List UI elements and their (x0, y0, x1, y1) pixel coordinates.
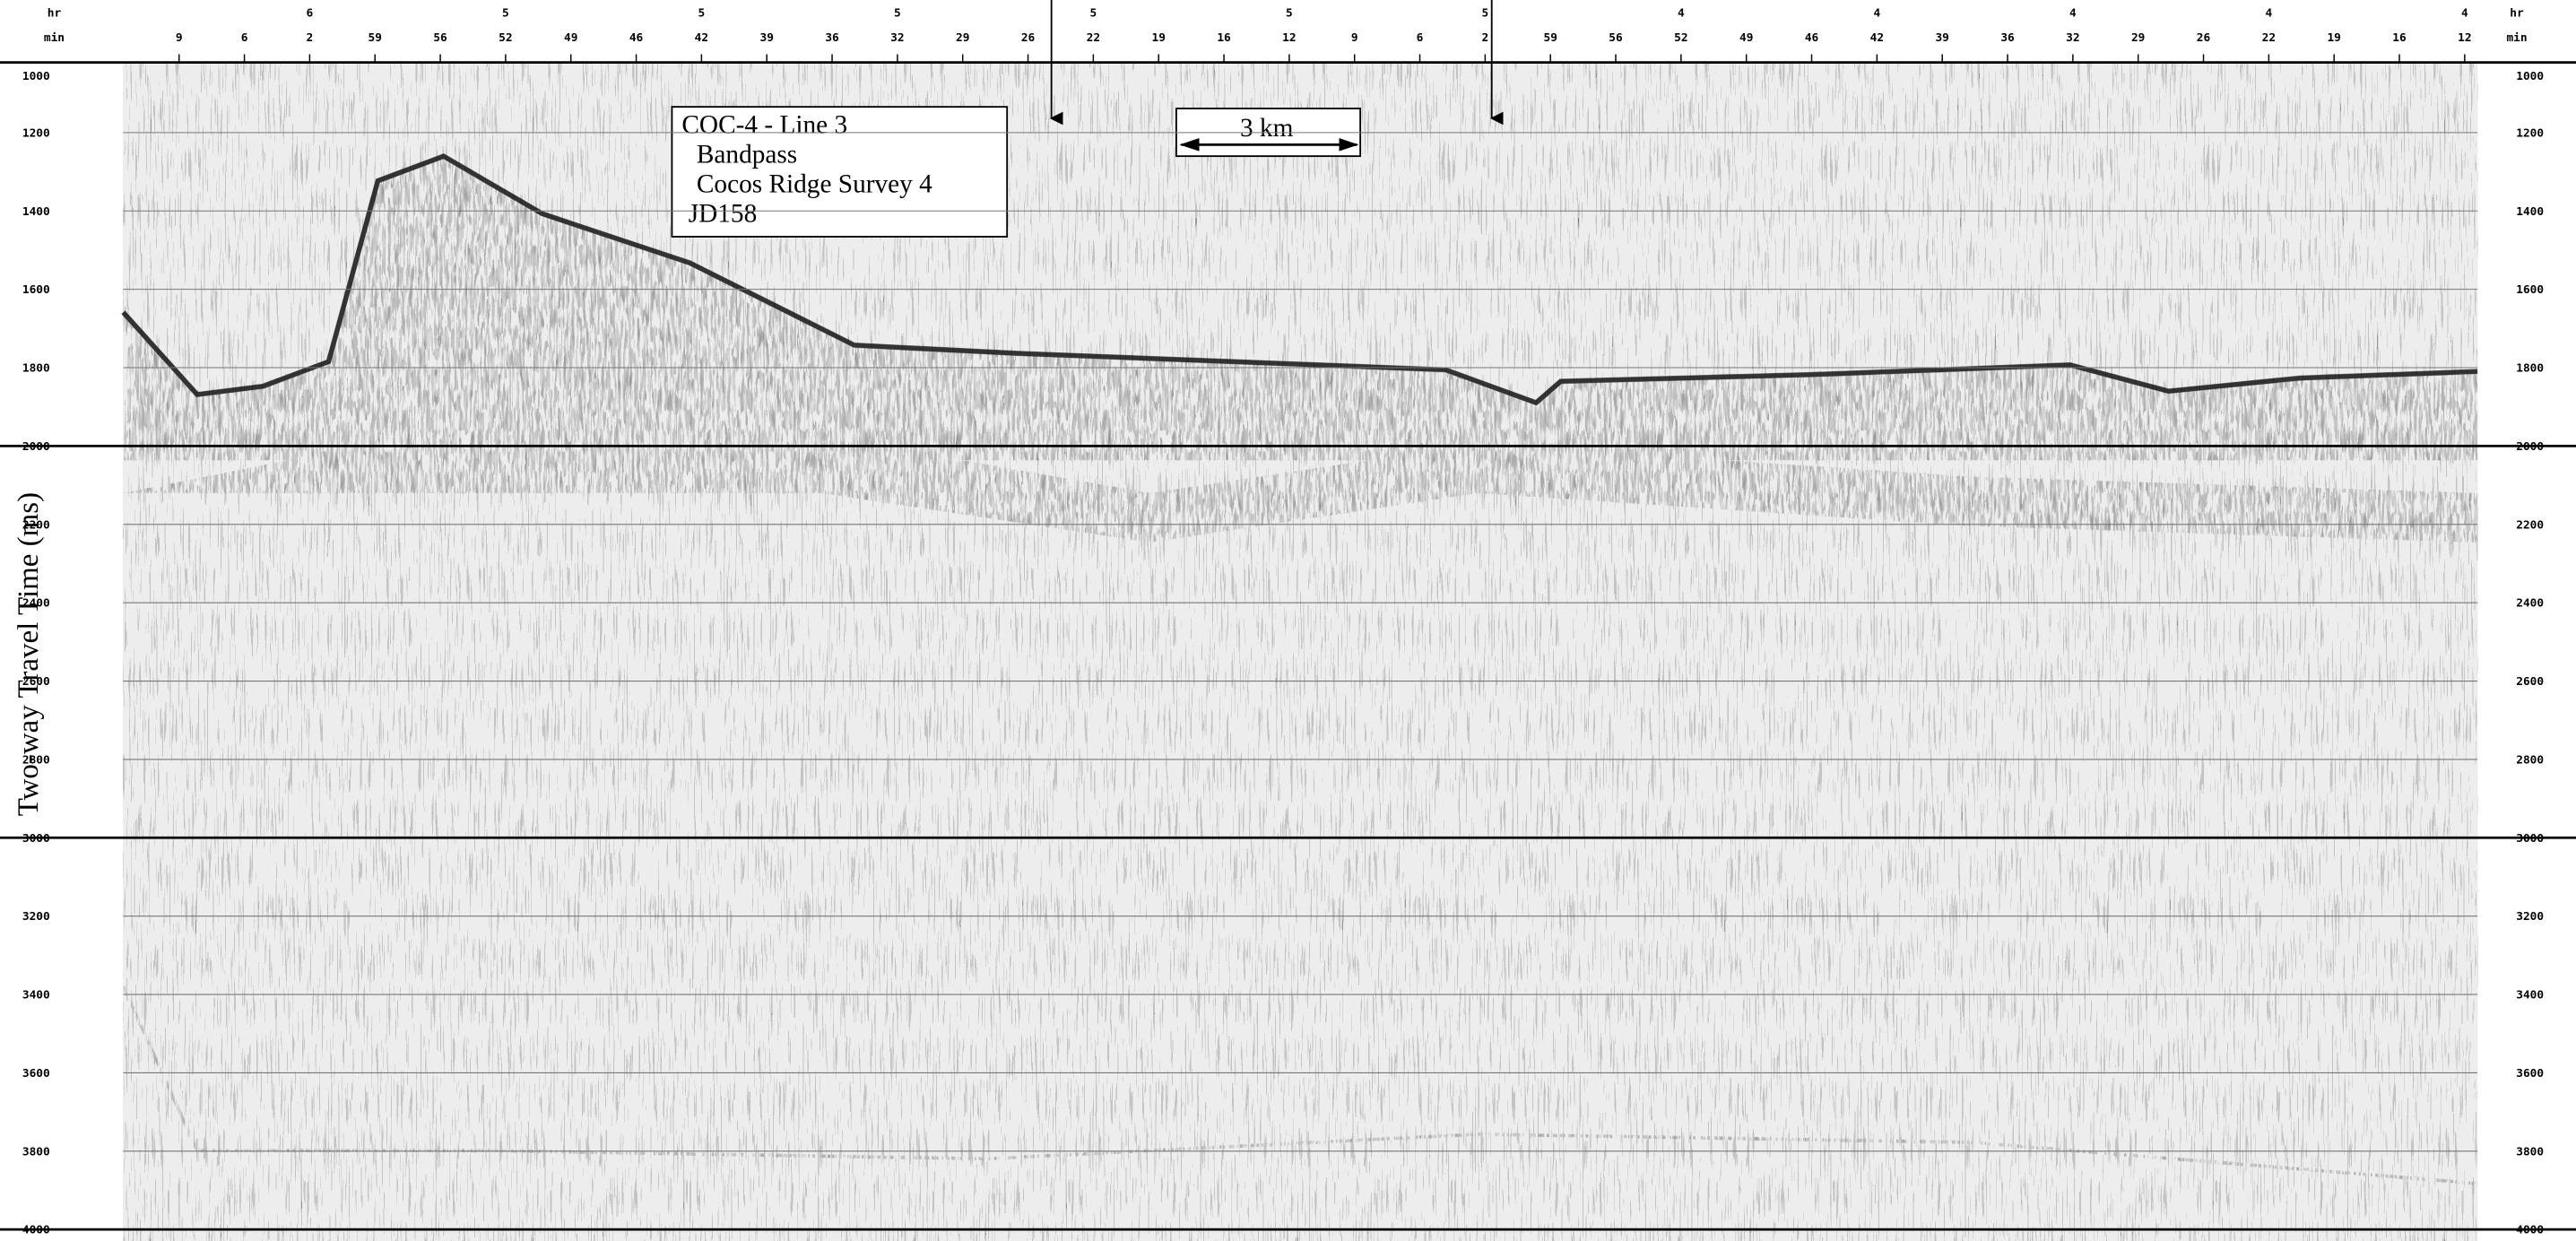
hour-label: 4 (1874, 6, 1881, 20)
hour-label: 4 (2461, 6, 2468, 20)
minute-label: 49 (564, 31, 577, 45)
minute-label: min (2506, 31, 2527, 45)
y-tick-label: 1000 (22, 70, 50, 83)
y-tick-label: 1000 (2516, 70, 2544, 83)
minute-label: 36 (825, 31, 839, 45)
y-tick-label: 1600 (2516, 283, 2544, 297)
minute-label: 36 (2000, 31, 2015, 45)
annotation-text: COC-4 - Line 3 (681, 110, 847, 139)
annotation-text: Bandpass (697, 140, 797, 169)
annotation-text: JD158 (689, 199, 758, 228)
y-tick-label: 2400 (2516, 597, 2544, 611)
minute-label: 42 (1870, 31, 1884, 45)
minute-label: 32 (890, 31, 904, 45)
minute-label: 39 (759, 31, 773, 45)
minute-label: 16 (2392, 31, 2407, 45)
y-tick-label: 3600 (22, 1067, 50, 1080)
y-tick-label: 2600 (2516, 675, 2544, 689)
y-tick-label: 3200 (2516, 910, 2544, 924)
y-tick-label: 1600 (22, 283, 50, 297)
minute-label: 46 (629, 31, 644, 45)
minute-label: 56 (433, 31, 447, 45)
y-tick-label: 2400 (22, 597, 50, 611)
hour-label: 4 (2069, 6, 2077, 20)
minute-label: min (44, 31, 65, 45)
y-tick-label: 1400 (22, 205, 50, 219)
y-tick-label: 2600 (22, 675, 50, 689)
minute-label: 39 (1935, 31, 1948, 45)
scale-label: 3 km (1240, 114, 1294, 143)
y-tick-label: 1200 (2516, 126, 2544, 140)
minute-label: 59 (1543, 31, 1557, 45)
minute-label: 29 (2131, 31, 2145, 45)
hour-label: 5 (1090, 6, 1097, 20)
y-tick-label: 1200 (22, 126, 50, 140)
y-tick-label: 2800 (2516, 753, 2544, 767)
y-tick-label: 3400 (2516, 989, 2544, 1002)
minute-label: 46 (1805, 31, 1819, 45)
minute-label: 2 (1482, 31, 1489, 45)
minute-label: 26 (1021, 31, 1036, 45)
minute-label: 9 (1351, 31, 1358, 45)
minute-label: 56 (1609, 31, 1623, 45)
y-tick-label: 3600 (2516, 1067, 2544, 1080)
y-tick-label: 3800 (2516, 1145, 2544, 1159)
minute-label: 29 (956, 31, 969, 45)
y-tick-label: 3200 (22, 910, 50, 924)
hour-label: 5 (1286, 6, 1293, 20)
annotation-box (671, 106, 1009, 238)
hour-label: 4 (1678, 6, 1685, 20)
minute-label: 16 (1217, 31, 1231, 45)
minute-label: 59 (368, 31, 381, 45)
minute-label: 12 (1282, 31, 1296, 45)
hour-label: 5 (1482, 6, 1489, 20)
hour-label: 5 (894, 6, 901, 20)
y-tick-label: 1800 (2516, 362, 2544, 376)
annotation-text: Cocos Ridge Survey 4 (697, 169, 932, 198)
minute-label: 6 (1417, 31, 1424, 45)
y-tick-label: 2200 (2516, 518, 2544, 532)
minute-label: 42 (695, 31, 708, 45)
hour-label: 5 (502, 6, 509, 20)
y-tick-label: 2800 (22, 753, 50, 767)
minute-label: 26 (2197, 31, 2211, 45)
minute-label: 49 (1739, 31, 1753, 45)
hour-label: 4 (2266, 6, 2273, 20)
hour-label: 5 (698, 6, 706, 20)
minute-label: 52 (1674, 31, 1687, 45)
y-axis-label: Two-way Travel Time (ms) (13, 492, 45, 816)
hour-label: 6 (307, 6, 314, 20)
y-tick-label: 1400 (2516, 205, 2544, 219)
y-tick-label: 1800 (22, 362, 50, 376)
y-tick-label: 3800 (22, 1145, 50, 1159)
y-tick-label: 3400 (22, 989, 50, 1002)
minute-label: 12 (2458, 31, 2471, 45)
minute-label: 52 (499, 31, 512, 45)
hour-label: hr (2510, 6, 2524, 20)
minute-label: 19 (1151, 31, 1165, 45)
hour-label: hr (48, 6, 62, 20)
reflectors (121, 153, 2478, 1185)
y-tick-label: 2200 (22, 518, 50, 532)
minute-label: 19 (2327, 31, 2340, 45)
minute-label: 22 (1087, 31, 1100, 45)
minute-label: 22 (2262, 31, 2276, 45)
minute-label: 2 (307, 31, 314, 45)
minute-label: 9 (176, 31, 183, 45)
minute-label: 32 (2066, 31, 2079, 45)
minute-label: 6 (241, 31, 248, 45)
